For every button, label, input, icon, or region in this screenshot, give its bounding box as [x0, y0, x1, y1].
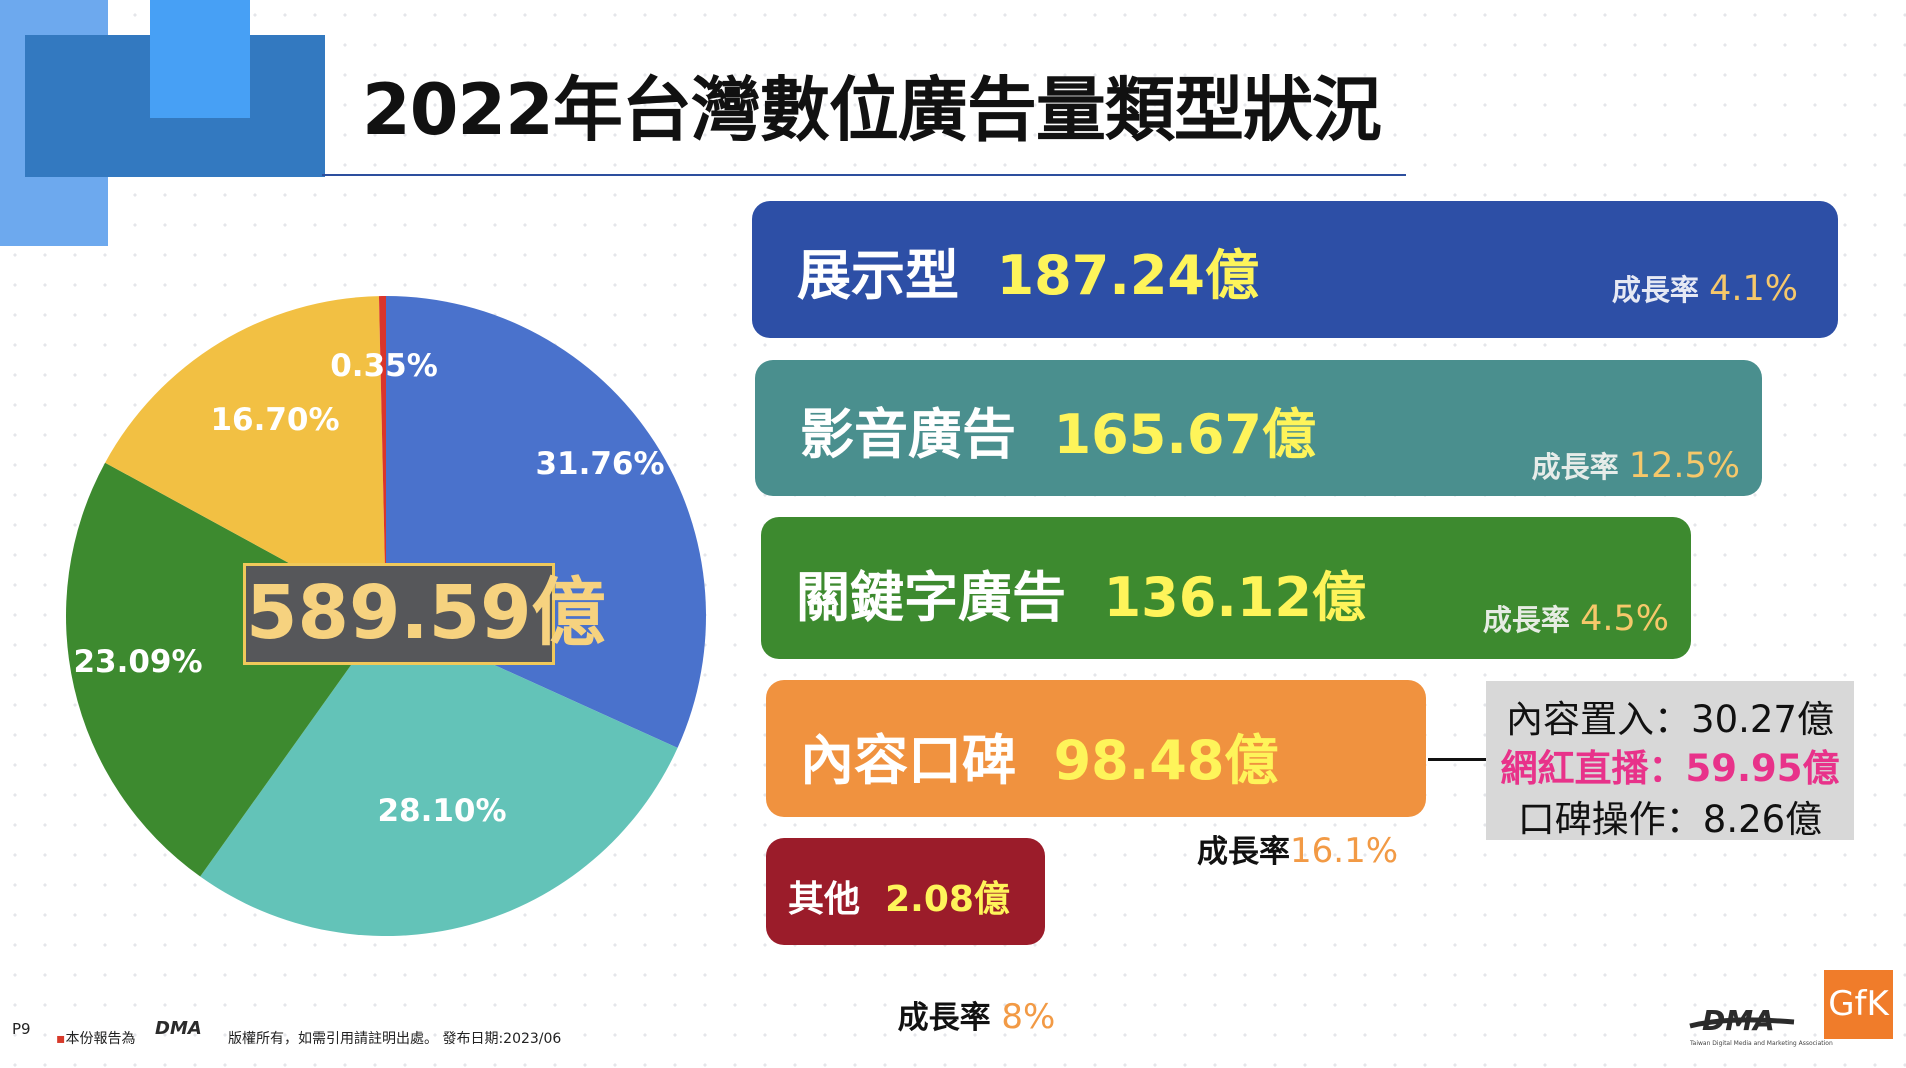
total-value: 589.59億 — [243, 563, 606, 665]
category-value: 136.12億 — [1103, 566, 1366, 629]
pie-slice — [65, 462, 386, 877]
footer-note-text: 本份報告為 — [65, 1031, 136, 1047]
category-bar-other: 其他 2.08億 — [766, 838, 1045, 945]
growth-value: 4.5% — [1580, 599, 1669, 639]
growth-value: 12.5% — [1628, 446, 1740, 486]
dma-logo-subtitle: Taiwan Digital Media and Marketing Assoc… — [1690, 1040, 1833, 1047]
dma-logo-small: DMA — [155, 1018, 202, 1039]
category-name: 展示型 — [797, 244, 959, 307]
category-bar-display: 展示型 187.24億 成長率 4.1% — [752, 201, 1838, 338]
footer-note: ▪本份報告為 — [56, 1031, 136, 1047]
gfk-logo: GfK — [1824, 970, 1893, 1039]
page-title: 2022年台灣數位廣告量類型狀況 — [362, 69, 1382, 151]
title-underline — [322, 174, 1406, 176]
growth-label: 成長率 — [1197, 834, 1290, 870]
category-bar-video: 影音廣告 165.67億 成長率 12.5% — [755, 360, 1762, 496]
page-number: P9 — [12, 1020, 31, 1038]
pie-slice-label: 23.09% — [73, 644, 202, 680]
growth-other: 成長率 8% — [876, 956, 1056, 1037]
category-bar-content: 內容口碑 98.48億 — [766, 680, 1426, 817]
pie-slice — [386, 296, 706, 748]
category-name: 內容口碑 — [800, 729, 1016, 792]
category-value: 165.67億 — [1053, 403, 1316, 466]
growth-label: 成長率 — [897, 1000, 1002, 1036]
pie-slice-label: 0.35% — [330, 348, 438, 384]
pie-slice-label: 16.70% — [210, 402, 339, 438]
dma-logo: DMA — [1689, 1004, 1795, 1037]
breakdown-item-placement: 內容置入：30.27億 — [1506, 698, 1834, 741]
category-value: 2.08億 — [885, 879, 1010, 920]
category-name: 影音廣告 — [800, 403, 1016, 466]
growth-label: 成長率 — [1531, 450, 1619, 484]
category-bar-search: 關鍵字廣告 136.12億 成長率 4.5% — [761, 517, 1691, 659]
category-value: 187.24億 — [996, 244, 1259, 307]
growth-value: 16.1% — [1290, 831, 1399, 871]
category-name: 其他 — [788, 879, 861, 920]
growth-label: 成長率 — [1611, 273, 1699, 307]
content-breakdown-box: 內容置入：30.27億 網紅直播：59.95億 口碑操作：8.26億 — [1486, 681, 1854, 841]
footer-rights: 版權所有，如需引用請註明出處。 發布日期:2023/06 — [228, 1031, 562, 1047]
category-name: 關鍵字廣告 — [796, 566, 1066, 629]
svg-text:DMA: DMA — [1702, 1004, 1775, 1037]
breakdown-connector — [1428, 758, 1486, 761]
breakdown-item-word-of-mouth: 口碑操作：8.26億 — [1517, 798, 1823, 841]
pie-slice-label: 31.76% — [535, 446, 664, 482]
growth-label: 成長率 — [1482, 603, 1570, 637]
svg-text:DMA: DMA — [155, 1018, 202, 1039]
category-value: 98.48億 — [1053, 729, 1279, 792]
pie-slice-label: 28.10% — [377, 793, 506, 829]
growth-content: 成長率16.1% — [1197, 826, 1398, 871]
breakdown-item-influencer: 網紅直播：59.95億 — [1500, 747, 1840, 790]
decor-block-bright — [150, 0, 250, 118]
growth-value: 8% — [1001, 997, 1056, 1037]
growth-value: 4.1% — [1709, 269, 1798, 309]
